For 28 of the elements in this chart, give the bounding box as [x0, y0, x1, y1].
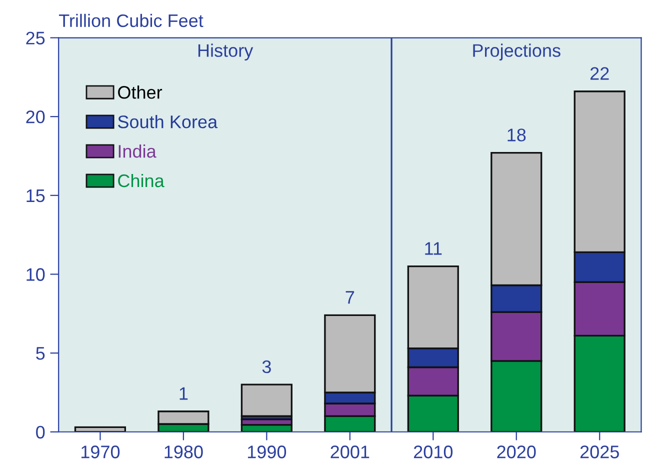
y-tick-label: 15: [26, 190, 45, 202]
x-tick-label: 1980: [164, 446, 203, 458]
y-tick-label: 5: [36, 347, 45, 360]
total-label: 18: [508, 128, 526, 142]
bar: [240, 384, 292, 417]
x-tick-label: 1970: [82, 446, 120, 458]
x-tick-label: 2001: [330, 446, 370, 458]
x-tick-label: 2020: [497, 446, 536, 458]
bar: [74, 426, 126, 432]
total-label: 7: [346, 291, 354, 304]
x-tick-label: 2010: [414, 446, 453, 458]
band-label: Projections: [473, 44, 560, 61]
total-label: 22: [590, 67, 609, 80]
y-axis-title: Trillion Cubic Feet: [58, 14, 204, 28]
y-tick-label: 20: [26, 110, 45, 124]
x-tick-label: 2025: [580, 446, 619, 458]
legend-label: Other: [118, 86, 162, 99]
x-tick-label: 1990: [248, 446, 286, 458]
band-label: History: [198, 44, 254, 61]
y-tick-label: 10: [26, 268, 45, 281]
legend-label: India: [118, 144, 156, 158]
legend-label: China: [118, 174, 164, 188]
total-label: 3: [262, 360, 271, 374]
total-label: 1: [180, 387, 188, 400]
y-tick-label: 0: [36, 426, 45, 439]
total-label: 11: [425, 242, 442, 255]
legend-label: South Korea: [118, 115, 218, 128]
y-tick-label: 25: [26, 32, 45, 44]
